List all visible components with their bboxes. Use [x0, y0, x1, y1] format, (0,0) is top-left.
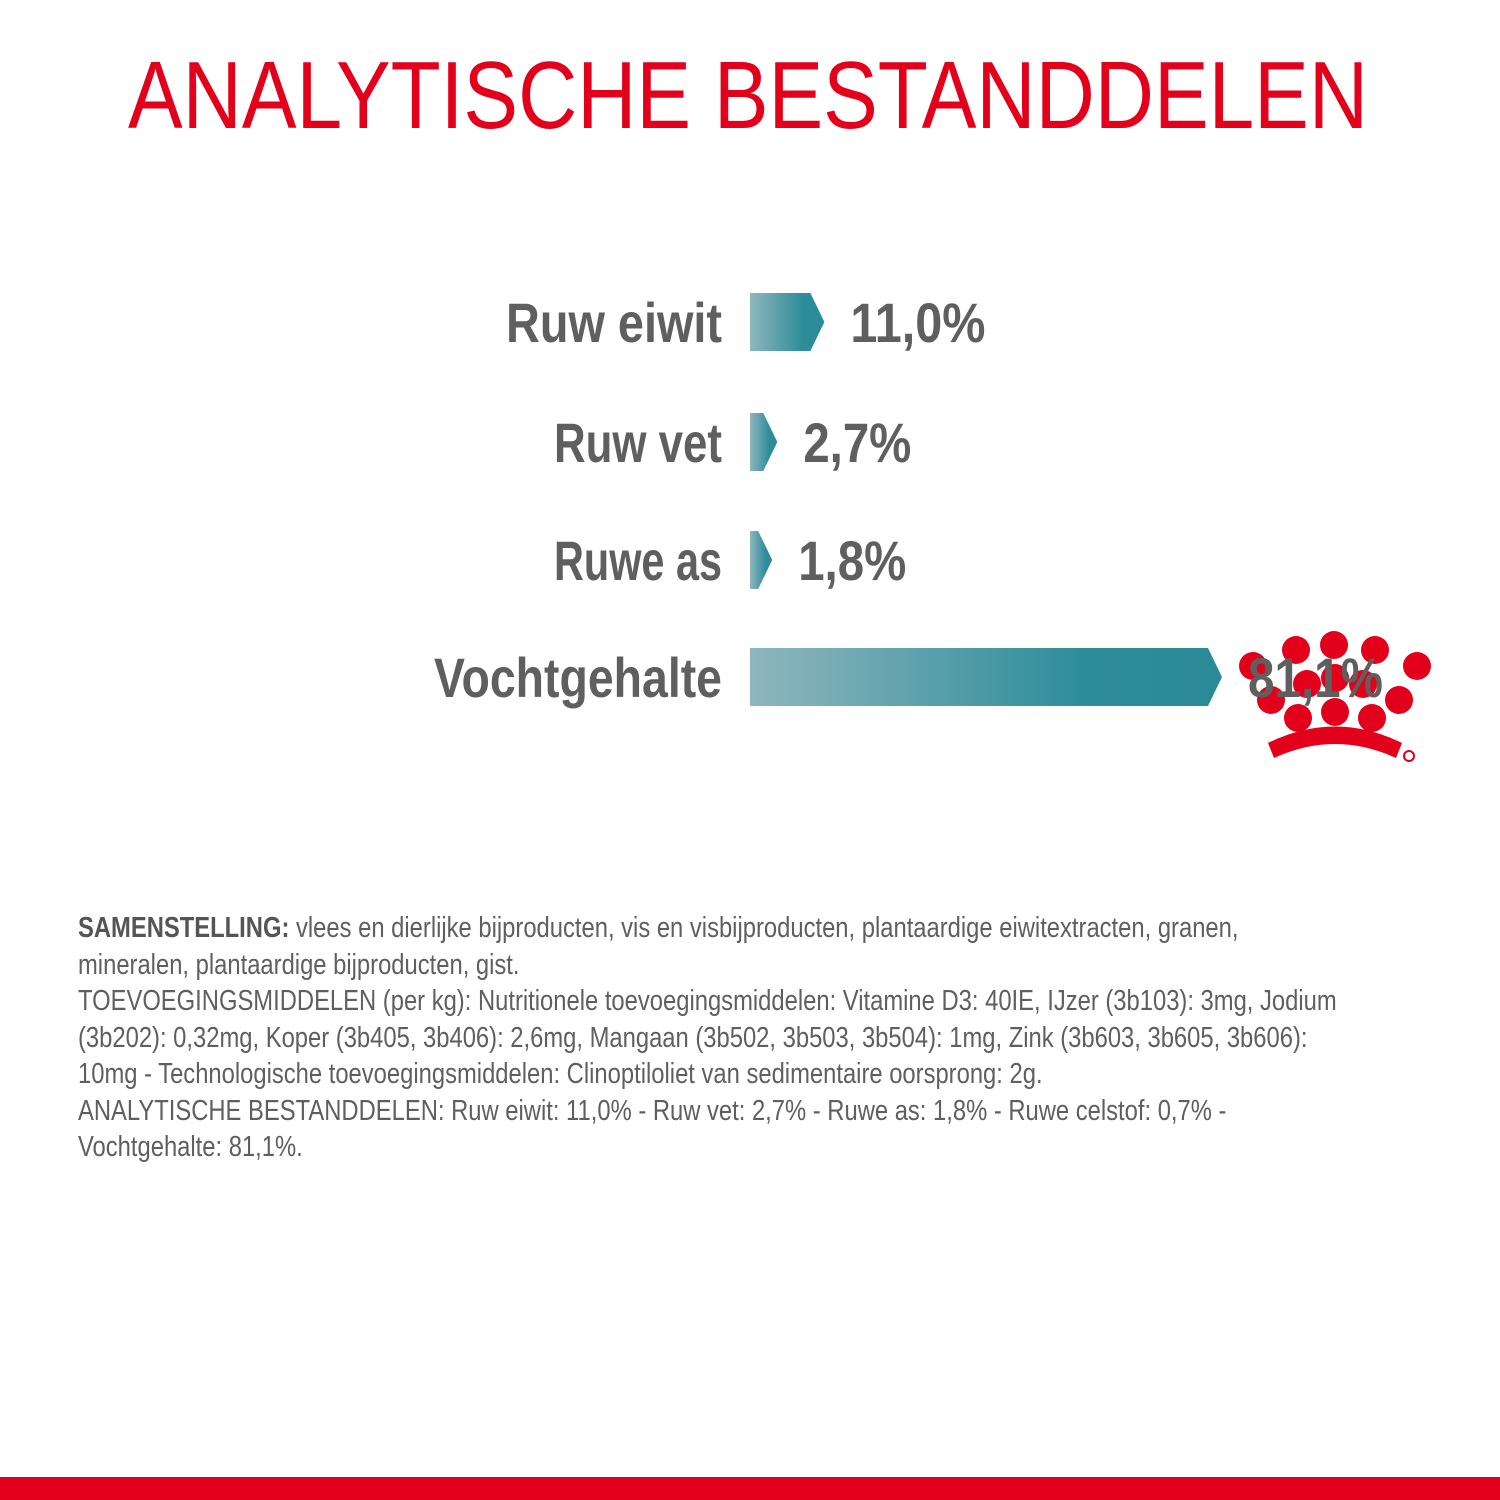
category-label: Ruwe as [554, 529, 722, 592]
value-label: 1,8% [798, 529, 906, 592]
footer-bar [0, 1477, 1500, 1500]
bar [750, 293, 825, 351]
composition: SAMENSTELLING: vlees en dierlijke bijpro… [78, 910, 1345, 1166]
value-label: 11,0% [850, 291, 985, 354]
category-label: Vochtgehalte [434, 646, 722, 709]
bar [750, 648, 1222, 706]
category-label: Ruw eiwit [506, 291, 722, 354]
additives: TOEVOEGINGSMIDDELEN (per kg): Nutritione… [78, 985, 1337, 1090]
composition-body: vlees en dierlijke bijproducten, vis en … [78, 912, 1239, 981]
chart-title: ANALYTISCHE BESTANDDELEN [128, 42, 1368, 149]
category-label: Ruw vet [554, 411, 722, 474]
composition-text: SAMENSTELLING: vlees en dierlijke bijpro… [78, 910, 1345, 983]
composition-label: SAMENSTELLING: [78, 912, 290, 944]
logo [1239, 631, 1431, 762]
bar [750, 531, 773, 589]
bar [750, 413, 778, 471]
analysis: ANALYTISCHE BESTANDDELEN: Ruw eiwit: 11,… [78, 1094, 1227, 1164]
value-label: 81,1% [1248, 646, 1383, 709]
value-label: 2,7% [803, 411, 911, 474]
